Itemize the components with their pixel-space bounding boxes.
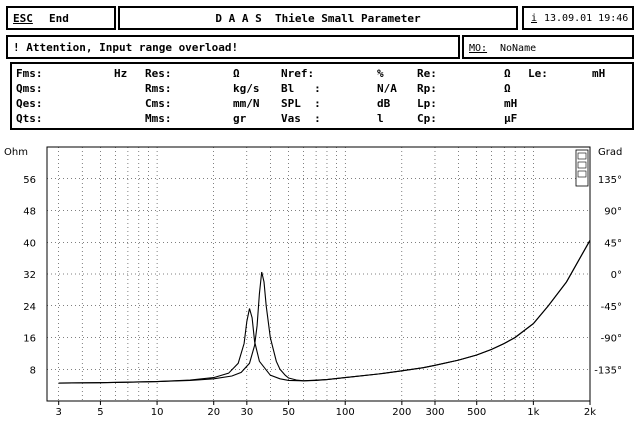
- y-right-tick-label: 90°: [604, 207, 622, 218]
- impedance-curve-2: [58, 240, 591, 384]
- x-tick-label: 20: [207, 407, 220, 418]
- param-cp-unit: µF: [504, 112, 518, 125]
- parameter-panel: Fms: Hz Qms: Qes: Qts: Res: Ω Rms: kg/s …: [10, 62, 634, 130]
- mo-value: NoName: [500, 43, 537, 54]
- x-tick-label: 500: [467, 407, 486, 418]
- param-nref-label: Nref:: [281, 67, 315, 80]
- y-left-tick-label: 8: [30, 365, 36, 376]
- param-fms-label: Fms:: [16, 67, 43, 80]
- impedance-chart: Ohm Grad 3 5 10 20 30 50 100 200 300 500 1k 2k 8 16 24…: [4, 146, 622, 418]
- impedance-curve-1: [58, 240, 591, 384]
- mo-label[interactable]: MO:: [469, 43, 488, 54]
- param-cms-unit: mm/N: [233, 97, 260, 110]
- param-spl-unit: dB: [377, 97, 391, 110]
- param-le-unit: mH: [592, 67, 606, 80]
- chart-scroll-icon[interactable]: [575, 149, 589, 187]
- param-qes-label: Qes:: [16, 97, 43, 110]
- param-rp-label: Rp:: [417, 82, 437, 95]
- param-bl-label: Bl :: [281, 82, 321, 95]
- param-fms-unit: Hz: [114, 67, 128, 80]
- param-cms-label: Cms:: [145, 97, 172, 110]
- param-res-label: Res:: [145, 67, 172, 80]
- status-box: ! Attention, Input range overload!: [6, 35, 460, 59]
- model-box: MO: NoName: [462, 35, 634, 59]
- param-vas-label: Vas :: [281, 112, 321, 125]
- param-spl-label: SPL :: [281, 97, 321, 110]
- y-left-tick-label: 32: [23, 270, 36, 281]
- y-right-tick-label: -90°: [601, 334, 622, 345]
- info-key[interactable]: i: [531, 13, 538, 24]
- y-right-tick-label: 135°: [598, 175, 622, 186]
- x-tick-label: 30: [240, 407, 253, 418]
- y-left-tick-label: 24: [23, 302, 36, 313]
- x-tick-label: 100: [336, 407, 355, 418]
- param-vas-unit: l: [377, 112, 384, 125]
- param-cp-label: Cp:: [417, 112, 437, 125]
- end-button[interactable]: End: [49, 12, 69, 25]
- param-re-unit: Ω: [504, 67, 511, 80]
- header-datetime-box: i 13.09.01 19:46: [522, 6, 634, 30]
- param-le-label: Le:: [528, 67, 548, 80]
- datetime: 13.09.01 19:46: [544, 13, 629, 24]
- x-tick-label: 200: [392, 407, 411, 418]
- header-title-box: D A A S Thiele Small Parameter: [118, 6, 518, 30]
- x-tick-label: 2k: [584, 407, 596, 418]
- param-rms-unit: kg/s: [233, 82, 260, 95]
- param-bl-unit: N/A: [377, 82, 397, 95]
- param-qts-label: Qts:: [16, 112, 43, 125]
- y-left-axis-title: Ohm: [4, 147, 28, 158]
- x-tick-label: 300: [425, 407, 444, 418]
- chart-grid: [47, 147, 591, 401]
- x-tick-label: 5: [97, 407, 103, 418]
- param-qms-label: Qms:: [16, 82, 43, 95]
- header-left-box: ESC End: [6, 6, 116, 30]
- param-rms-label: Rms:: [145, 82, 172, 95]
- x-tick-label: 1k: [527, 407, 539, 418]
- param-mms-unit: gr: [233, 112, 247, 125]
- y-left-tick-label: 56: [23, 175, 36, 186]
- y-right-tick-label: 0°: [611, 270, 622, 281]
- y-left-tick-label: 48: [23, 207, 36, 218]
- status-message: ! Attention, Input range overload!: [13, 41, 239, 54]
- x-tick-label: 10: [151, 407, 164, 418]
- param-nref-unit: %: [377, 67, 384, 80]
- x-tick-label: 3: [56, 407, 62, 418]
- param-res-unit: Ω: [233, 67, 240, 80]
- page-title: D A A S Thiele Small Parameter: [215, 12, 421, 25]
- y-right-tick-label: -45°: [601, 302, 622, 313]
- param-mms-label: Mms:: [145, 112, 172, 125]
- param-rp-unit: Ω: [504, 82, 511, 95]
- plot-frame: [46, 146, 591, 402]
- esc-key[interactable]: ESC: [13, 12, 33, 25]
- y-left-tick-label: 16: [23, 334, 36, 345]
- y-right-tick-label: -135°: [594, 365, 622, 376]
- x-tick-label: 50: [282, 407, 295, 418]
- y-right-tick-label: 45°: [604, 238, 622, 249]
- param-lp-label: Lp:: [417, 97, 437, 110]
- param-re-label: Re:: [417, 67, 437, 80]
- param-lp-unit: mH: [504, 97, 518, 110]
- y-right-axis-title: Grad: [598, 147, 622, 158]
- y-left-tick-label: 40: [23, 238, 36, 249]
